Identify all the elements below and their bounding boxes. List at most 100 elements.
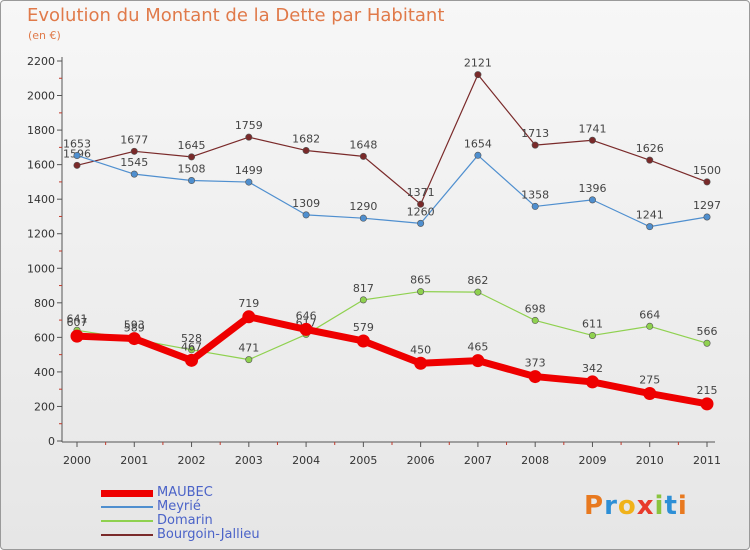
data-label-meyrie: 1309	[292, 197, 320, 210]
series-line-maubec	[73, 313, 711, 408]
data-point-domarin	[417, 288, 425, 296]
data-point-bourgoin-jallieu	[302, 146, 310, 154]
data-label-maubec: 215	[697, 384, 718, 397]
data-label-maubec: 373	[525, 357, 546, 370]
data-point-meyrie	[588, 196, 596, 204]
legend-item-meyrie: Meyrié	[101, 500, 260, 514]
data-point-domarin	[245, 356, 253, 364]
data-point-domarin	[703, 339, 711, 347]
data-point-meyrie	[703, 213, 711, 221]
data-point-bourgoin-jallieu	[703, 178, 711, 186]
data-label-domarin: 862	[467, 274, 488, 287]
data-point-maubec	[185, 353, 199, 367]
data-point-domarin	[188, 346, 196, 354]
data-label-maubec: 593	[124, 319, 145, 332]
y-tick-label: 2200	[27, 55, 55, 68]
data-point-meyrie	[417, 219, 425, 227]
data-label-maubec: 342	[582, 362, 603, 375]
data-label-domarin: 664	[639, 308, 660, 321]
data-label-bourgoin-jallieu: 1626	[636, 142, 664, 155]
legend: MAUBEC Meyrié Domarin Bourgoin-Jallieu	[101, 486, 260, 542]
y-tick-label: 800	[34, 297, 55, 310]
legend-item-bourgoin-jallieu: Bourgoin-Jallieu	[101, 528, 260, 542]
series-line-meyrie	[76, 154, 708, 228]
data-label-bourgoin-jallieu: 2121	[464, 57, 492, 70]
x-tick-label: 2003	[235, 454, 263, 467]
data-label-maubec: 465	[467, 341, 488, 354]
data-point-bourgoin-jallieu	[188, 153, 196, 161]
data-label-domarin: 817	[353, 282, 374, 295]
data-label-maubec: 467	[181, 340, 202, 353]
x-tick-label: 2010	[636, 454, 664, 467]
x-tick-label: 2011	[693, 454, 721, 467]
data-point-bourgoin-jallieu	[531, 141, 539, 149]
y-tick-label: 200	[34, 400, 55, 413]
data-label-maubec: 275	[639, 374, 660, 387]
y-tick-label: 2000	[27, 90, 55, 103]
proxiti-logo: Proxiti	[584, 491, 688, 521]
data-label-domarin: 566	[697, 325, 718, 338]
x-tick-label: 2002	[178, 454, 206, 467]
y-tick-label: 0	[48, 435, 55, 448]
data-label-maubec: 579	[353, 321, 374, 334]
data-label-meyrie: 1654	[464, 137, 492, 150]
data-label-meyrie: 1241	[636, 209, 664, 222]
data-point-maubec	[127, 332, 141, 346]
legend-swatch-bourgoin-jallieu	[101, 534, 153, 536]
data-label-meyrie: 1358	[521, 188, 549, 201]
data-point-maubec	[585, 375, 599, 389]
data-label-bourgoin-jallieu: 1371	[407, 186, 435, 199]
y-tick-label: 1600	[27, 159, 55, 172]
legend-label-maubec: MAUBEC	[157, 485, 213, 500]
data-label-bourgoin-jallieu: 1713	[521, 127, 549, 140]
data-label-bourgoin-jallieu: 1741	[578, 122, 606, 135]
data-label-bourgoin-jallieu: 1682	[292, 132, 320, 145]
data-point-bourgoin-jallieu	[646, 156, 654, 164]
series-meyrie: 1653 1545 1508 1499 1309 1290 1260 1654 1358 1396…	[63, 137, 721, 231]
series-line-domarin	[76, 290, 708, 361]
chart-title: Evolution du Montant de la Dette par Hab…	[27, 5, 445, 26]
data-label-domarin: 611	[582, 317, 603, 330]
y-tick-label: 1200	[27, 228, 55, 241]
data-label-bourgoin-jallieu: 1648	[349, 138, 377, 151]
data-point-maubec	[414, 356, 428, 370]
data-label-meyrie: 1653	[63, 137, 91, 150]
data-point-meyrie	[302, 211, 310, 219]
data-point-domarin	[531, 316, 539, 324]
data-label-domarin: 865	[410, 274, 431, 287]
data-label-domarin: 641	[67, 312, 88, 325]
data-label-maubec: 450	[410, 343, 431, 356]
data-point-bourgoin-jallieu	[245, 133, 253, 141]
data-label-maubec: 646	[296, 309, 317, 322]
data-point-domarin	[588, 331, 596, 339]
data-label-domarin: 528	[181, 332, 202, 345]
data-point-maubec	[70, 329, 84, 343]
data-label-domarin: 698	[525, 302, 546, 315]
data-point-bourgoin-jallieu	[474, 71, 482, 79]
legend-label-meyrie: Meyrié	[157, 499, 201, 514]
data-label-bourgoin-jallieu: 1645	[178, 139, 206, 152]
series-bourgoin-jallieu: 1596167716451759168216481371212117131741…	[63, 57, 721, 208]
data-label-bourgoin-jallieu: 1677	[120, 133, 148, 146]
legend-item-maubec: MAUBEC	[101, 486, 260, 500]
x-tick-label: 2009	[578, 454, 606, 467]
data-point-meyrie	[73, 151, 81, 159]
data-point-maubec	[643, 387, 657, 400]
legend-label-bourgoin-jallieu: Bourgoin-Jallieu	[157, 527, 260, 542]
x-tick-label: 2006	[407, 454, 435, 467]
y-tick-label: 400	[34, 366, 55, 379]
x-tick-label: 2005	[349, 454, 377, 467]
data-point-bourgoin-jallieu	[73, 161, 81, 169]
legend-swatch-meyrie	[101, 506, 153, 508]
data-label-meyrie: 1396	[578, 182, 606, 195]
x-tick-label: 2007	[464, 454, 492, 467]
data-point-meyrie	[646, 223, 654, 231]
x-tick-label: 2004	[292, 454, 320, 467]
y-tick-label: 600	[34, 331, 55, 344]
data-point-maubec	[700, 397, 714, 411]
x-tick-label: 2001	[120, 454, 148, 467]
data-label-meyrie: 1297	[693, 199, 721, 212]
data-point-meyrie	[130, 170, 138, 178]
